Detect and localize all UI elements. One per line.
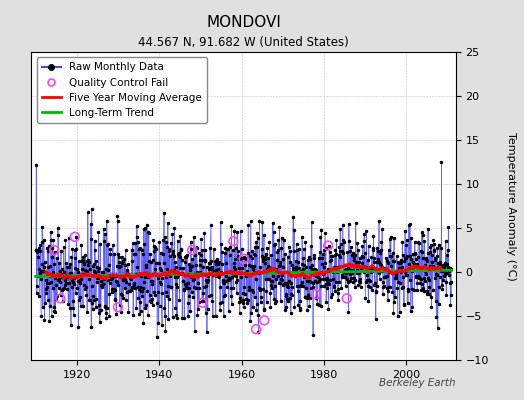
Text: MONDOVI: MONDOVI (206, 16, 281, 30)
Point (71, 234, 79, 240)
Text: Berkeley Earth: Berkeley Earth (379, 378, 456, 388)
Point (252, 326, 260, 332)
Point (312, 291, 320, 297)
Point (188, 247, 196, 253)
Point (239, 256, 248, 262)
Point (56, 295, 64, 302)
Point (343, 295, 351, 302)
Y-axis label: Temperature Anomaly (°C): Temperature Anomaly (°C) (506, 132, 516, 280)
Point (260, 317, 268, 324)
Point (324, 242, 332, 249)
Legend: Raw Monthly Data, Quality Control Fail, Five Year Moving Average, Long-Term Tren: Raw Monthly Data, Quality Control Fail, … (37, 57, 207, 123)
Point (114, 304, 122, 310)
Point (50, 247, 58, 253)
Point (198, 300, 206, 306)
Text: 44.567 N, 91.682 W (United States): 44.567 N, 91.682 W (United States) (138, 36, 349, 49)
Point (229, 238, 237, 244)
